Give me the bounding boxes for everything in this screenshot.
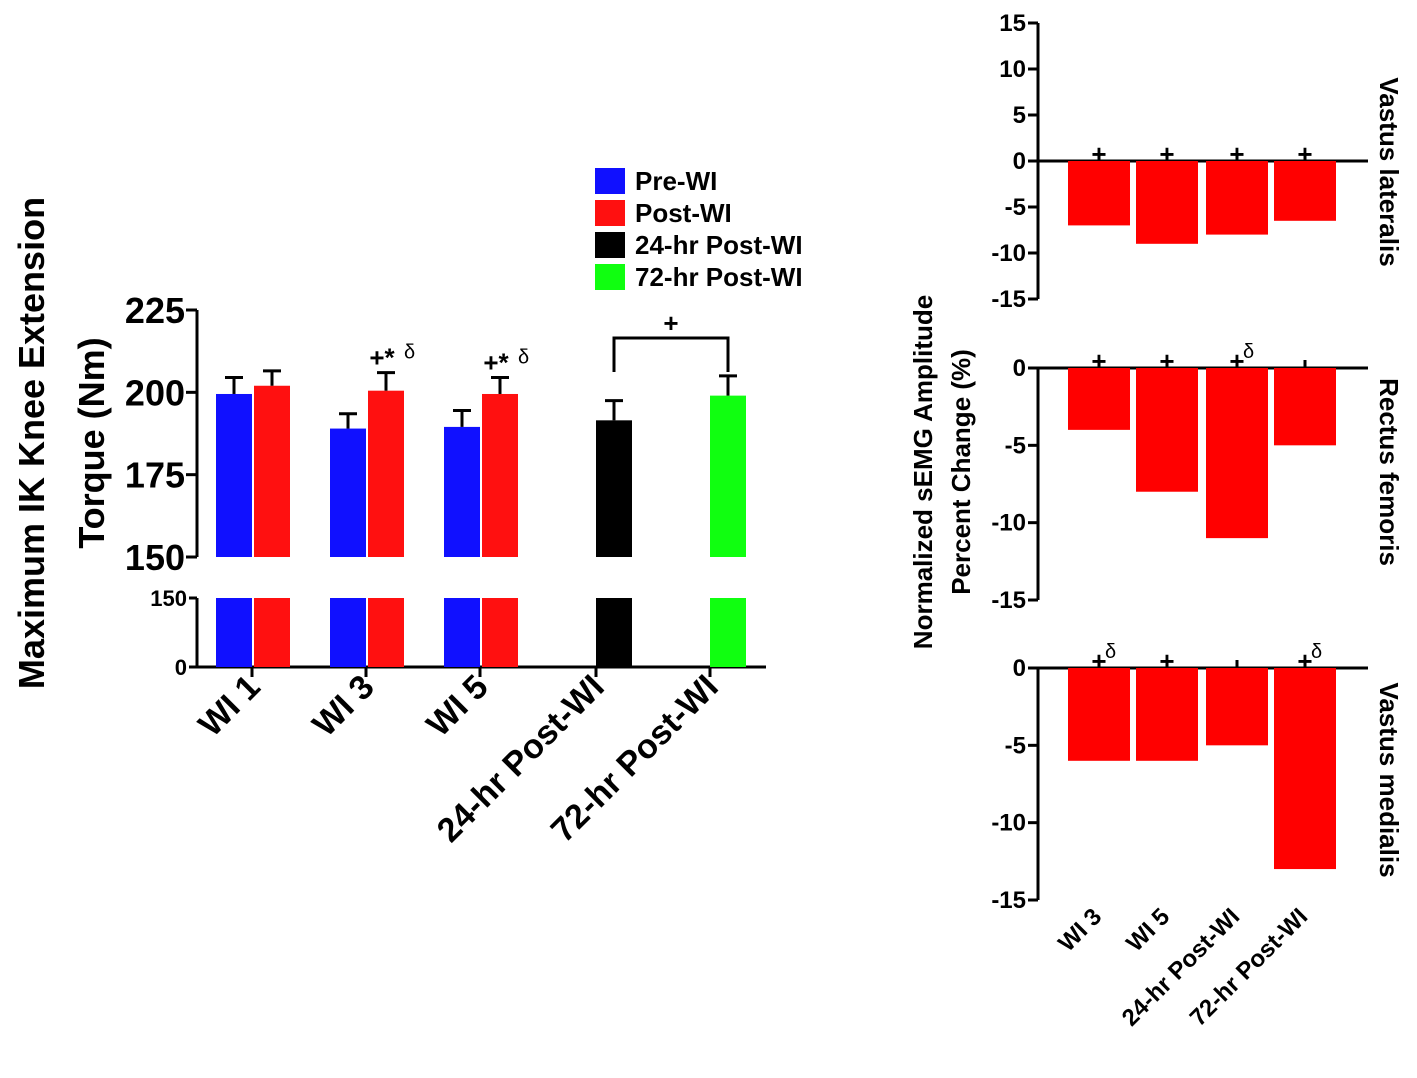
bar-rectus-femoris-wi-5-mark: + <box>1159 346 1174 376</box>
legend-swatch-post-wi <box>595 200 625 226</box>
bar-vastus-lateralis-wi-5-mark: + <box>1159 139 1174 169</box>
semg-x-tick-label-72-hr-post-wi: 72-hr Post-WI <box>1185 903 1313 1031</box>
legend-swatch-pre-wi <box>595 168 625 194</box>
bar-vastus-medialis-wi-5-mark: + <box>1159 646 1174 676</box>
y-axis-title: Maximum IK Knee Extension Torque (Nm) <box>11 197 112 689</box>
bar-72-hr-post-wi-72-hr-post-wi-lower <box>710 598 746 667</box>
semg-x-tick-label-wi-3: WI 3 <box>1053 903 1107 957</box>
bar-wi-1-post-wi-upper <box>254 385 290 557</box>
y-tick-label-vastus-medialis-1: -5 <box>1005 732 1026 759</box>
y-tick-label-rectus-femoris-1: -5 <box>1005 432 1026 459</box>
y-axis-title-line1: Maximum IK Knee Extension <box>11 197 52 689</box>
bar-wi-3-pre-wi-lower <box>330 598 366 667</box>
significance-bracket-label: + <box>663 308 678 338</box>
bar-vastus-medialis-72-hr-post-wi <box>1274 668 1336 870</box>
bar-rectus-femoris-24-hr-post-wi-sup: δ <box>1243 341 1254 363</box>
bar-vastus-lateralis-wi-5 <box>1136 161 1198 244</box>
bar-rectus-femoris-24-hr-post-wi-mark: + <box>1229 346 1244 376</box>
bar-vastus-medialis-wi-3-sup: δ <box>1105 641 1116 663</box>
bar-72-hr-post-wi-72-hr-post-wi-upper <box>710 395 746 557</box>
y-tick-label-lower-150: 150 <box>150 586 187 611</box>
bar-wi-3-post-wi-upper <box>368 390 404 557</box>
bar-vastus-medialis-72-hr-post-wi-sup: δ <box>1311 641 1322 663</box>
x-tick-label-wi-5: WI 5 <box>419 668 495 744</box>
y-tick-label-vastus-lateralis-6: -15 <box>991 286 1026 313</box>
y-tick-label-rectus-femoris-3: -15 <box>991 587 1026 614</box>
bar-wi-5-post-wi-annotation: +* <box>483 348 509 378</box>
panel-title-rectus-femoris: Rectus femoris <box>1374 378 1404 566</box>
bar-rectus-femoris-24-hr-post-wi <box>1206 368 1268 539</box>
y-tick-label-rectus-femoris-0: 0 <box>1013 355 1026 382</box>
bar-vastus-lateralis-24-hr-post-wi-mark: + <box>1229 139 1244 169</box>
y-tick-label-upper-150: 150 <box>125 537 185 578</box>
y-tick-label-vastus-lateralis-2: 5 <box>1013 102 1026 129</box>
bar-rectus-femoris-wi-5 <box>1136 368 1198 492</box>
y-tick-label-vastus-lateralis-3: 0 <box>1013 148 1026 175</box>
bar-wi-1-pre-wi-upper <box>216 393 252 557</box>
panel-vastus-lateralis: 15 10 5 0 -5 -10 -15 + + + + Vastus lateralis <box>991 10 1404 313</box>
x-tick-label-wi-1: WI 1 <box>191 668 267 744</box>
bar-vastus-medialis-72-hr-post-wi-mark: + <box>1297 646 1312 676</box>
bar-wi-3-post-wi-lower <box>368 598 404 667</box>
bar-vastus-medialis-24-hr-post-wi <box>1206 668 1268 746</box>
y-tick-label-lower-0: 0 <box>175 655 187 680</box>
y-tick-label-rectus-femoris-2: -10 <box>991 510 1026 537</box>
x-tick-label-wi-3: WI 3 <box>305 668 381 744</box>
bar-wi-3-post-wi-annotation: +* <box>369 343 395 373</box>
bar-vastus-medialis-wi-5 <box>1136 668 1198 761</box>
bar-vastus-medialis-wi-3 <box>1068 668 1130 761</box>
bar-wi-1-pre-wi-lower <box>216 598 252 667</box>
bar-wi-5-post-wi-lower <box>482 598 518 667</box>
bar-wi-3-post-wi-annotation-sup: δ <box>404 342 415 364</box>
y-tick-label-upper-200: 200 <box>125 372 185 413</box>
y-tick-label-vastus-lateralis-1: 10 <box>999 56 1026 83</box>
bar-vastus-lateralis-wi-3 <box>1068 161 1130 226</box>
panel-title-vastus-medialis: Vastus medialis <box>1374 682 1404 877</box>
semg-x-tick-label-wi-5: WI 5 <box>1121 903 1175 957</box>
y-tick-label-vastus-lateralis-5: -10 <box>991 240 1026 267</box>
y-tick-label-vastus-lateralis-4: -5 <box>1005 194 1026 221</box>
bar-vastus-lateralis-72-hr-post-wi-mark: + <box>1297 139 1312 169</box>
bar-wi-5-pre-wi-upper <box>444 426 480 557</box>
semg-y-axis-title: Normalized sEMG Amplitude Percent Change … <box>908 295 976 649</box>
semg-chart: 15 10 5 0 -5 -10 -15 + + + + Vastus lateralis 0 -5 -10… <box>908 10 1404 1032</box>
bar-rectus-femoris-wi-3 <box>1068 368 1130 430</box>
bar-wi-5-post-wi-annotation-sup: δ <box>518 347 529 369</box>
significance-bracket <box>612 336 730 372</box>
bar-vastus-lateralis-72-hr-post-wi <box>1274 161 1336 221</box>
legend-label-24-hr-post-wi: 24-hr Post-WI <box>635 230 803 260</box>
semg-y-axis-title-line2: Percent Change (%) <box>946 349 976 595</box>
y-tick-label-vastus-lateralis-0: 15 <box>999 10 1026 37</box>
torque-chart: 150 175 200 225 0 150 Maximum IK Knee Extensio… <box>11 166 803 850</box>
semg-y-axis-title-line1: Normalized sEMG Amplitude <box>908 295 938 649</box>
y-tick-label-vastus-medialis-0: 0 <box>1013 655 1026 682</box>
panel-title-vastus-lateralis: Vastus lateralis <box>1374 77 1404 266</box>
bar-24-hr-post-wi-24-hr-post-wi-upper <box>596 420 632 557</box>
bar-wi-3-pre-wi-upper <box>330 428 366 557</box>
bar-vastus-lateralis-wi-3-mark: + <box>1091 139 1106 169</box>
legend-swatch-24-hr-post-wi <box>595 232 625 258</box>
y-tick-label-vastus-medialis-3: -15 <box>991 887 1026 914</box>
legend-label-pre-wi: Pre-WI <box>635 166 717 196</box>
bar-wi-1-post-wi-lower <box>254 598 290 667</box>
y-tick-label-upper-225: 225 <box>125 290 185 331</box>
y-axis-title-line2: Torque (Nm) <box>71 337 112 548</box>
legend-label-72-hr-post-wi: 72-hr Post-WI <box>635 262 803 292</box>
legend-swatch-72-hr-post-wi <box>595 264 625 290</box>
bar-vastus-lateralis-24-hr-post-wi <box>1206 161 1268 235</box>
bar-24-hr-post-wi-24-hr-post-wi-lower <box>596 598 632 667</box>
bar-rectus-femoris-72-hr-post-wi <box>1274 368 1336 446</box>
bar-rectus-femoris-wi-3-mark: + <box>1091 346 1106 376</box>
y-tick-label-upper-175: 175 <box>125 455 185 496</box>
bar-vastus-medialis-wi-3-mark: + <box>1091 646 1106 676</box>
legend-label-post-wi: Post-WI <box>635 198 732 228</box>
bar-wi-5-pre-wi-lower <box>444 598 480 667</box>
y-tick-label-vastus-medialis-2: -10 <box>991 810 1026 837</box>
bar-wi-5-post-wi-upper <box>482 393 518 557</box>
